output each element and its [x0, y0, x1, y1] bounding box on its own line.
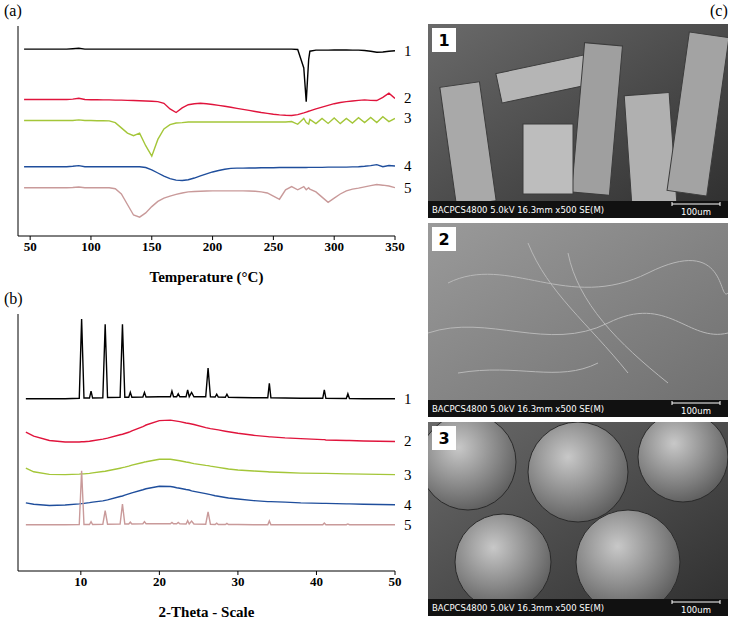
svg-text:3: 3 [404, 467, 412, 483]
svg-text:Temperature (°C): Temperature (°C) [150, 269, 264, 286]
svg-text:3: 3 [404, 110, 412, 126]
svg-text:4: 4 [404, 497, 412, 513]
svg-text:1: 1 [404, 391, 412, 407]
svg-text:BACPCS4800 5.0kV 16.3mm x500 S: BACPCS4800 5.0kV 16.3mm x500 SE(M) [432, 404, 604, 414]
svg-text:2-Theta - Scale: 2-Theta - Scale [159, 604, 255, 620]
html-text:(a): (a) [4, 2, 22, 19]
svg-text:1: 1 [438, 31, 449, 50]
svg-text:4: 4 [404, 158, 412, 174]
svg-text:50: 50 [389, 574, 402, 589]
svg-text:2: 2 [404, 90, 412, 106]
svg-text:100um: 100um [681, 605, 711, 615]
svg-text:50: 50 [24, 239, 37, 254]
svg-text:10: 10 [74, 574, 87, 589]
svg-text:350: 350 [385, 239, 405, 254]
svg-text:1: 1 [404, 43, 412, 59]
svg-text:40: 40 [310, 574, 323, 589]
svg-text:250: 250 [264, 239, 284, 254]
svg-text:100um: 100um [681, 406, 711, 416]
svg-text:20: 20 [153, 574, 166, 589]
svg-text:100um: 100um [681, 207, 711, 217]
svg-text:BACPCS4800 5.0kV 16.3mm x500 S: BACPCS4800 5.0kV 16.3mm x500 SE(M) [432, 205, 604, 215]
svg-text:150: 150 [142, 239, 162, 254]
svg-text:2: 2 [404, 433, 412, 449]
svg-text:30: 30 [231, 574, 244, 589]
svg-text:3: 3 [438, 429, 449, 448]
svg-text:300: 300 [324, 239, 344, 254]
svg-text:5: 5 [404, 517, 412, 533]
svg-text:5: 5 [404, 180, 412, 196]
html-text:(b): (b) [4, 290, 23, 307]
svg-text:2: 2 [438, 230, 449, 249]
svg-text:BACPCS4800 5.0kV 16.3mm x500 S: BACPCS4800 5.0kV 16.3mm x500 SE(M) [432, 603, 604, 613]
svg-text:200: 200 [203, 239, 223, 254]
html-text:(c): (c) [710, 2, 728, 19]
svg-text:100: 100 [81, 239, 101, 254]
